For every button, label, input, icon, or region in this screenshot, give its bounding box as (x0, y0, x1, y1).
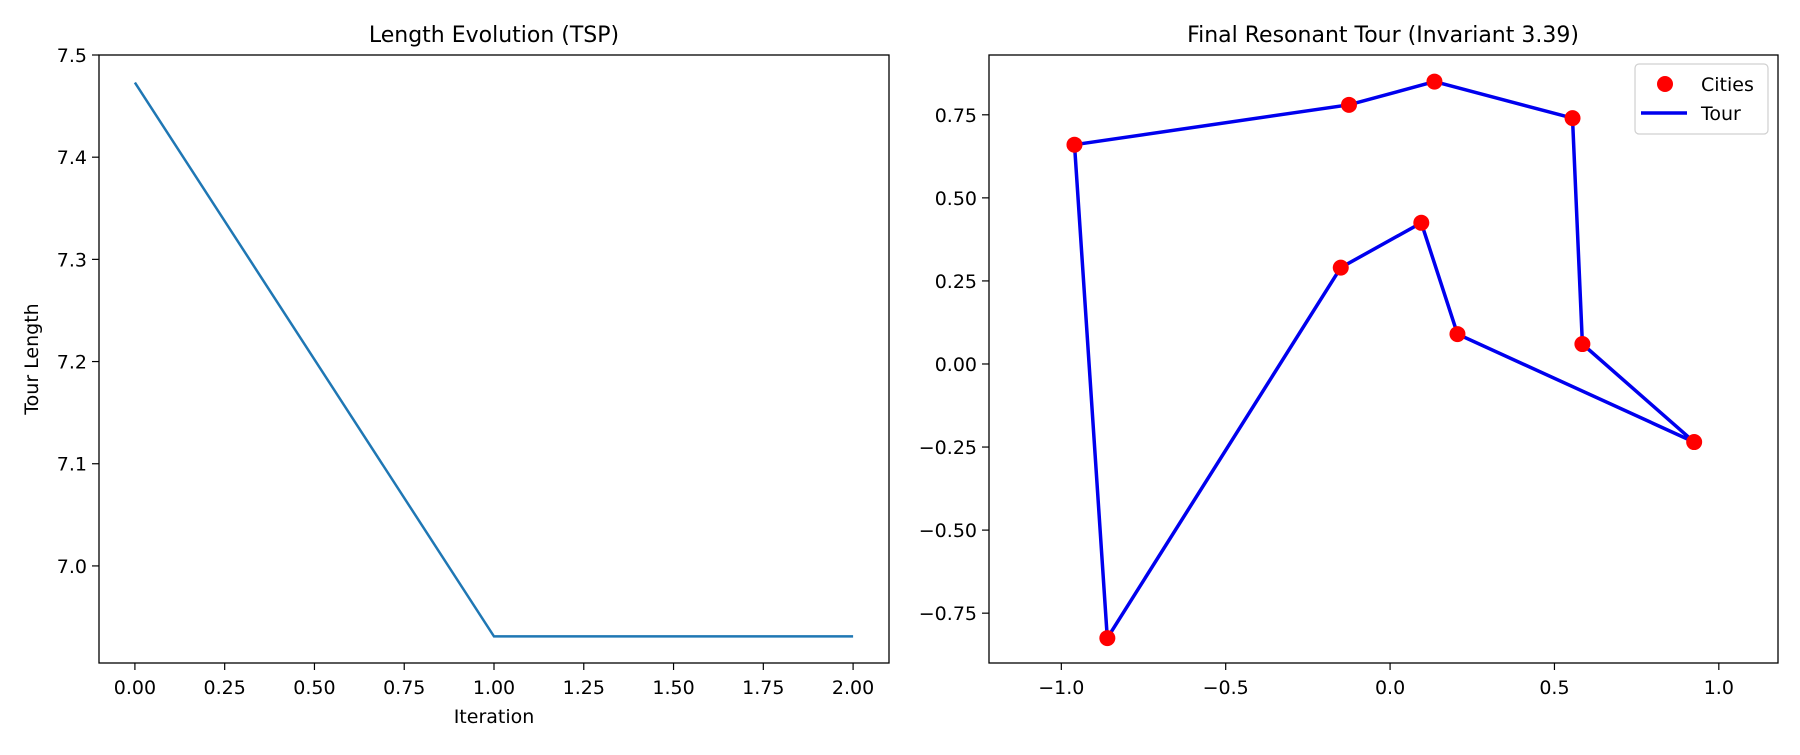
chart2-y-tick-label: 0.00 (935, 354, 977, 376)
city-point (1066, 136, 1083, 153)
chart1-x-label: Iteration (454, 706, 535, 728)
city-point (1449, 326, 1466, 343)
city-point (1099, 630, 1116, 647)
chart1-x-tick-label: 1.00 (473, 677, 515, 699)
chart1-y-tick-label: 7.0 (57, 556, 87, 578)
chart2-title: Final Resonant Tour (Invariant 3.39) (1187, 23, 1579, 48)
chart1-x-tick-label: 0.50 (293, 677, 335, 699)
chart2-plot-frame (988, 54, 1779, 664)
chart2-y-tick-label: 0.25 (935, 271, 977, 293)
chart2-y-tick-label: −0.25 (919, 437, 977, 459)
chart2-x-ticks: −1.0 −0.5 0.0 0.5 1.0 (1038, 663, 1734, 699)
chart1-x-tick-label: 1.50 (652, 677, 694, 699)
chart1-y-tick-label: 7.2 (57, 352, 87, 374)
chart1-y-tick-label: 7.1 (57, 454, 87, 476)
chart1-y-ticks: 7.0 7.1 7.2 7.3 7.4 7.5 (57, 45, 99, 578)
city-points (1066, 73, 1703, 647)
chart2-x-tick-label: 0.0 (1375, 677, 1405, 699)
chart2-y-tick-label: 0.75 (935, 105, 977, 127)
city-point (1426, 73, 1443, 90)
chart2-x-tick-label: 0.5 (1539, 677, 1569, 699)
chart1-x-tick-label: 0.00 (114, 677, 156, 699)
chart1-y-tick-label: 7.5 (57, 45, 87, 67)
city-point (1413, 214, 1430, 231)
legend: Cities Tour (1634, 63, 1769, 135)
final-tour-chart: Final Resonant Tour (Invariant 3.39) −1.… (919, 23, 1779, 699)
city-point (1340, 96, 1357, 113)
chart2-x-tick-label: −0.5 (1203, 677, 1249, 699)
chart2-y-tick-label: −0.75 (919, 603, 977, 625)
city-point (1332, 259, 1349, 276)
chart1-title: Length Evolution (TSP) (369, 23, 619, 48)
chart2-y-tick-label: 0.50 (935, 188, 977, 210)
chart1-x-tick-label: 1.25 (563, 677, 605, 699)
chart1-x-tick-label: 0.25 (204, 677, 246, 699)
chart2-y-ticks: −0.75 −0.50 −0.25 0.00 0.25 0.50 0.75 (919, 105, 989, 625)
chart2-x-tick-label: −1.0 (1038, 677, 1084, 699)
chart2-y-tick-label: −0.50 (919, 520, 977, 542)
city-point (1574, 336, 1591, 353)
chart1-y-tick-label: 7.3 (57, 249, 87, 271)
city-point (1686, 434, 1703, 451)
chart1-x-tick-label: 2.00 (832, 677, 874, 699)
city-point (1564, 110, 1581, 127)
chart1-x-tick-label: 0.75 (383, 677, 425, 699)
legend-cities-marker (1657, 76, 1673, 92)
chart1-series-line (133, 81, 854, 638)
chart1-y-tick-label: 7.4 (57, 147, 87, 169)
chart1-y-label: Tour Length (21, 303, 43, 415)
chart1-x-tick-label: 1.75 (742, 677, 784, 699)
chart2-x-tick-label: 1.0 (1704, 677, 1734, 699)
legend-tour-label: Tour (1700, 103, 1741, 125)
length-evolution-chart: Length Evolution (TSP) 0.00 0.25 0.50 0.75 1… (21, 23, 890, 728)
chart1-x-ticks: 0.00 0.25 0.50 0.75 1.00 1.25 1.50 1.75 2.00 (114, 663, 874, 699)
legend-cities-label: Cities (1701, 74, 1754, 96)
